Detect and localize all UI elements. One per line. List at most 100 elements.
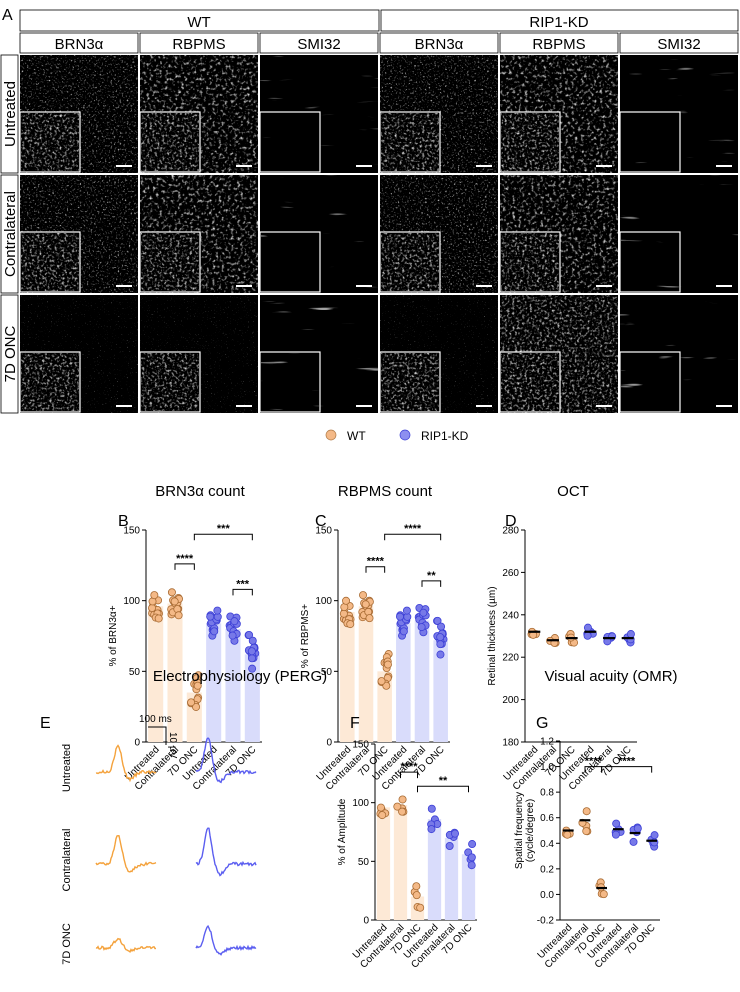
marker-label: SMI32	[657, 36, 700, 53]
group-label-rip1-kd: RIP1-KD	[529, 14, 588, 31]
y-tick-label: 50	[129, 667, 141, 678]
data-point	[451, 829, 460, 838]
micrograph-inset-texture	[621, 233, 679, 291]
perg-trace-wt	[95, 834, 157, 873]
y-axis-label: % of BRN3α+	[108, 605, 119, 666]
data-point	[427, 804, 436, 813]
y-tick-label: 0.2	[540, 864, 554, 875]
perg-row-label: 7D ONC	[61, 923, 73, 965]
data-point	[468, 840, 477, 849]
data-point	[213, 606, 222, 615]
y-tick-label: 150	[315, 526, 332, 537]
data-point	[412, 882, 421, 891]
y-tick-label: 1.2	[540, 737, 554, 748]
data-point	[377, 677, 386, 686]
marker-header-box	[259, 32, 379, 54]
marker-label: RBPMS	[172, 36, 225, 53]
marker-header-box	[379, 32, 499, 54]
bar	[444, 837, 459, 920]
group-label-wt: WT	[187, 14, 210, 31]
data-point	[437, 622, 446, 631]
data-point	[436, 650, 445, 659]
bar	[148, 606, 164, 742]
y-tick-label: 1.0	[540, 762, 554, 773]
marker-label: RBPMS	[532, 36, 585, 53]
y-tick-label: 240	[502, 610, 519, 621]
significance-label: **	[427, 570, 436, 582]
bar	[244, 654, 260, 742]
bar	[433, 640, 448, 742]
y-tick-label: 200	[502, 695, 519, 706]
panel-letter-a: A	[2, 7, 13, 24]
y-tick-label: 180	[502, 738, 519, 749]
data-point	[361, 600, 370, 609]
data-point	[583, 623, 592, 632]
data-point	[467, 861, 476, 870]
data-point	[417, 623, 426, 632]
significance-bracket	[193, 533, 253, 541]
data-point	[412, 891, 421, 900]
bar	[225, 628, 241, 742]
y-axis-label: % of RBPMS+	[300, 604, 311, 668]
micrograph-inset-texture	[501, 113, 559, 171]
y-tick-label: 0	[326, 738, 332, 749]
data-point	[402, 606, 411, 615]
y-tick-label: 0.8	[540, 788, 554, 799]
data-point	[210, 627, 219, 636]
data-point	[582, 807, 591, 816]
data-point	[582, 827, 591, 836]
y-tick-label: 0	[134, 738, 140, 749]
data-point	[398, 795, 407, 804]
row-label: Untreated	[2, 81, 19, 147]
y-tick-label: 150	[123, 526, 140, 537]
significance-label: ****	[404, 523, 422, 535]
data-point	[206, 612, 215, 621]
y-tick-label: 100	[315, 596, 332, 607]
significance-bracket	[174, 563, 195, 570]
data-point	[154, 614, 163, 623]
row-label: Contralateral	[2, 191, 19, 277]
significance-bracket	[232, 588, 253, 596]
y-tick-label: 0	[363, 916, 369, 927]
significance-label: ***	[217, 523, 231, 535]
significance-label: ***	[236, 578, 250, 590]
data-point	[359, 591, 368, 600]
panel-letter: G	[536, 715, 548, 732]
y-tick-label: 100	[123, 596, 140, 607]
data-point	[395, 612, 404, 621]
micrograph-inset-texture	[381, 113, 439, 171]
significance-label: ****	[585, 756, 603, 768]
perg-trace-kd	[195, 737, 257, 784]
data-point	[419, 608, 428, 617]
data-point	[583, 631, 592, 640]
data-point	[445, 841, 454, 850]
row-label: 7D ONC	[2, 326, 19, 383]
y-axis-label: % of Amplitude	[337, 798, 348, 865]
y-tick-label: -0.2	[537, 916, 555, 927]
data-point	[393, 802, 402, 811]
data-point	[174, 611, 183, 620]
data-point	[247, 647, 256, 656]
y-tick-label: 50	[321, 667, 333, 678]
data-point	[382, 681, 391, 690]
data-point	[247, 654, 256, 663]
data-point	[563, 830, 572, 839]
data-point	[611, 830, 620, 839]
data-point	[230, 617, 239, 626]
data-point	[167, 588, 176, 597]
row-header-box	[0, 54, 19, 174]
data-point	[436, 633, 445, 642]
chart-title: Electrophysiology (PERG)	[153, 668, 327, 685]
bar	[414, 620, 430, 742]
perg-trace-kd	[195, 827, 257, 877]
panel-letter: E	[40, 715, 51, 732]
data-point	[342, 596, 351, 605]
perg-row-label: Untreated	[61, 744, 73, 792]
data-point	[433, 616, 442, 625]
data-point	[248, 636, 257, 645]
marker-label: BRN3α	[55, 36, 104, 53]
marker-header-box	[619, 32, 739, 54]
significance-label: ****	[176, 553, 194, 565]
group-header-box	[380, 9, 739, 32]
